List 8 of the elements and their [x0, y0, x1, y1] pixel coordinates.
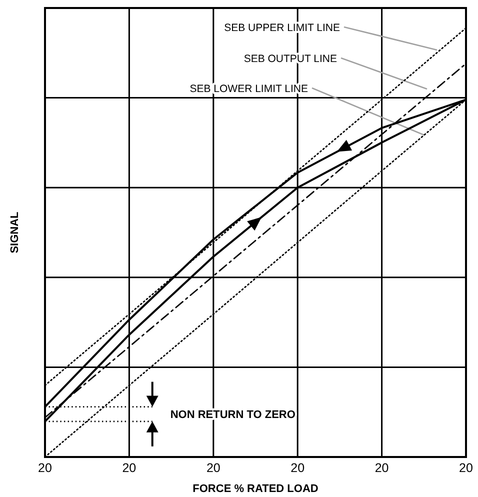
x-tick-label: 20	[374, 461, 389, 475]
x-tick-label: 20	[38, 461, 52, 475]
x-tick-label: 20	[290, 461, 305, 475]
x-axis-title: FORCE % RATED LOAD	[192, 483, 318, 495]
x-tick-label: 20	[122, 461, 136, 475]
x-tick-label: 20	[459, 461, 473, 475]
y-axis-title: SIGNAL	[9, 211, 21, 254]
x-tick-label: 20	[206, 461, 220, 475]
